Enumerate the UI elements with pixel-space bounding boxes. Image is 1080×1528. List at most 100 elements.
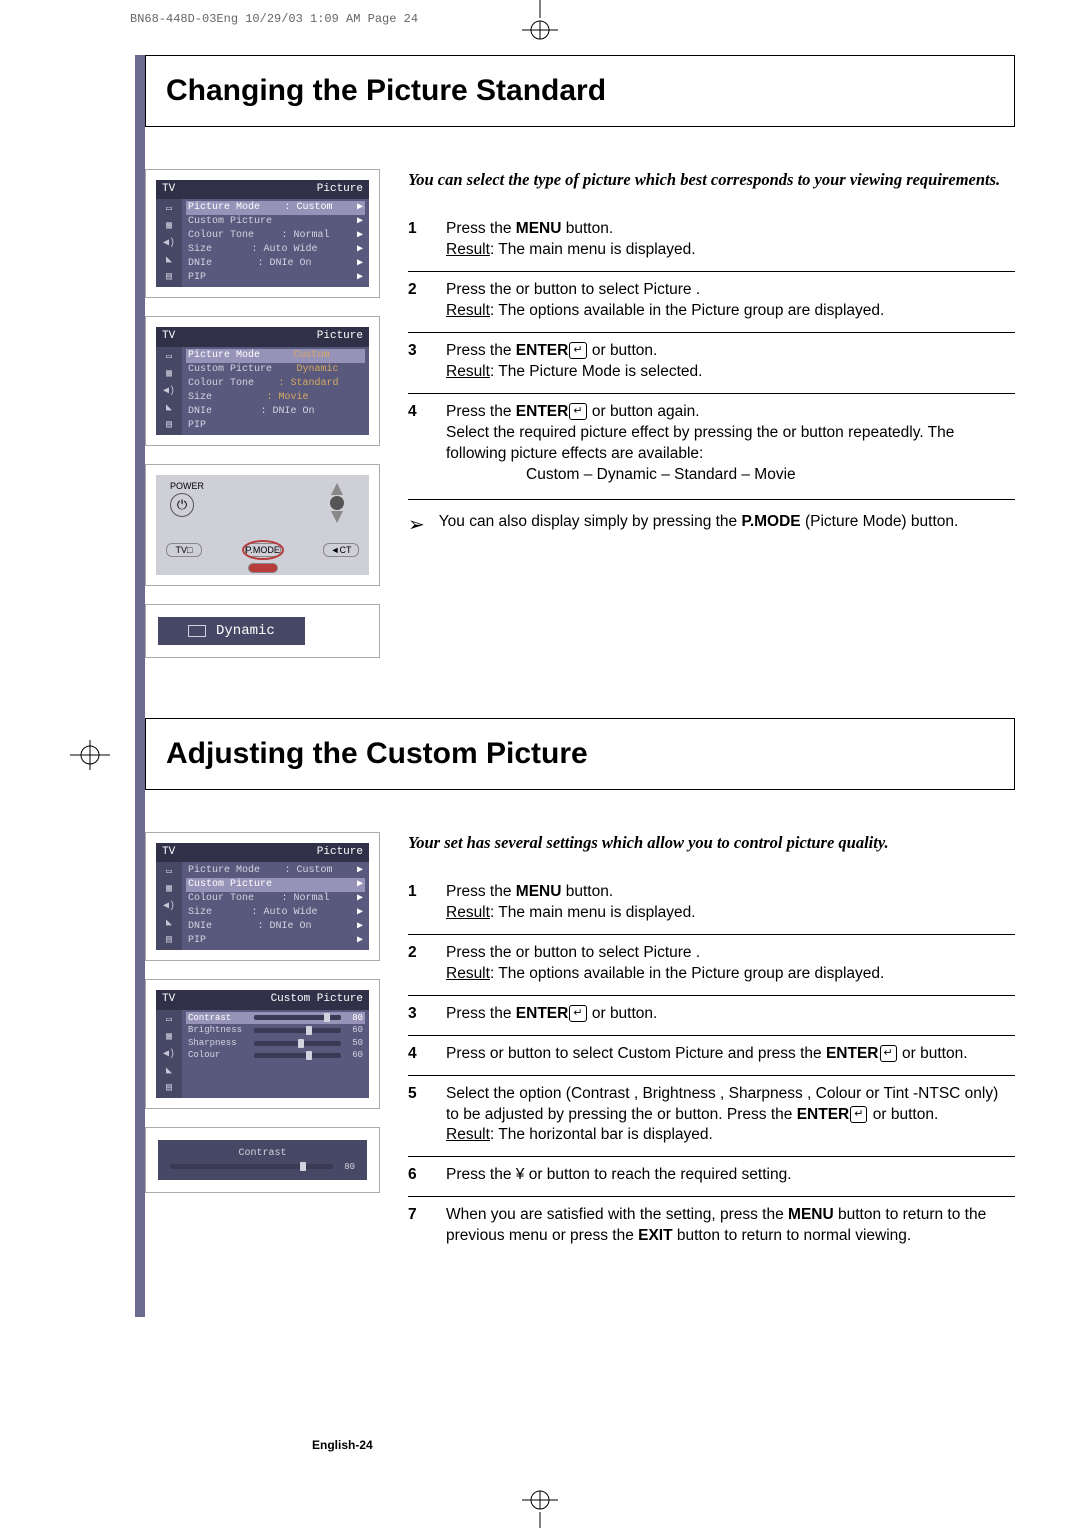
osd-row: Custom PictureDynamic bbox=[186, 363, 365, 377]
step-text: Press the or button to select Picture .R… bbox=[446, 280, 1015, 322]
osd1: TV Picture ▭▦◀)◣▤ Picture Mode: Custom▶C… bbox=[145, 169, 380, 298]
dynamic-indicator: Dynamic bbox=[145, 604, 380, 658]
contrast-val: 80 bbox=[337, 1162, 355, 1172]
step-number: 5 bbox=[408, 1084, 428, 1147]
step-text: Press the MENU button.Result: The main m… bbox=[446, 882, 1015, 924]
osd-row: Size: Movie bbox=[186, 391, 365, 405]
slider-row: Contrast80 bbox=[186, 1012, 365, 1025]
section1-title: Changing the Picture Standard bbox=[166, 74, 994, 108]
section1-title-box: Changing the Picture Standard bbox=[145, 55, 1015, 127]
step-number: 2 bbox=[408, 943, 428, 985]
enter-icon: ↵ bbox=[880, 1045, 897, 1062]
contrast-label: Contrast bbox=[170, 1148, 355, 1159]
osd2: TV Picture ▭▦◀)◣▤ Picture ModeCustomCust… bbox=[145, 316, 380, 445]
doc-meta: BN68-448D-03Eng 10/29/03 1:09 AM Page 24 bbox=[130, 12, 418, 26]
section2-title-box: Adjusting the Custom Picture bbox=[145, 718, 1015, 790]
osd-row: Custom Picture▶ bbox=[186, 878, 365, 892]
osd-row: Colour Tone: Standard bbox=[186, 377, 365, 391]
step-text: Press the ¥ or button to reach the requi… bbox=[446, 1165, 1015, 1186]
step: 1 Press the MENU button.Result: The main … bbox=[408, 211, 1015, 272]
osd-row: Size: Auto Wide▶ bbox=[186, 906, 365, 920]
step-number: 2 bbox=[408, 280, 428, 322]
step: 3 Press the ENTER↵ or button. bbox=[408, 996, 1015, 1036]
slider-row: Sharpness50 bbox=[186, 1037, 365, 1050]
remote-btn-tv: TV□ bbox=[166, 543, 202, 557]
section2-intro: Your set has several settings which allo… bbox=[408, 832, 1015, 854]
note-bold: P.MODE bbox=[741, 513, 800, 530]
step-text: When you are satisfied with the setting,… bbox=[446, 1205, 1015, 1247]
step: 5 Select the option (Contrast , Brightnes… bbox=[408, 1076, 1015, 1158]
osd-row: DNIe: DNIe On bbox=[186, 405, 365, 419]
osd-icon-strip: ▭▦◀)◣▤ bbox=[156, 199, 182, 287]
step: 4 Press or button to select Custom Pictur… bbox=[408, 1036, 1015, 1076]
power-label: POWER bbox=[170, 481, 204, 491]
step-number: 1 bbox=[408, 219, 428, 261]
dynamic-text: Dynamic bbox=[216, 623, 275, 639]
page-number: English-24 bbox=[312, 1438, 373, 1452]
step: 2 Press the or button to select Picture .… bbox=[408, 272, 1015, 333]
enter-icon: ↵ bbox=[569, 403, 586, 420]
osd-icon-strip: ▭▦◀)◣▤ bbox=[156, 347, 182, 435]
step: 6 Press the ¥ or button to reach the requ… bbox=[408, 1157, 1015, 1197]
note-text: You can also display simply by pressing … bbox=[439, 513, 737, 530]
remote-illustration: POWER ⏻ TV□ P.MODE ◄CT bbox=[145, 464, 380, 586]
note-tail: (Picture Mode) button. bbox=[805, 513, 958, 530]
section2-title: Adjusting the Custom Picture bbox=[166, 737, 994, 771]
remote-red-btn bbox=[248, 563, 278, 573]
osd-row: PIP bbox=[186, 419, 365, 433]
step-number: 3 bbox=[408, 341, 428, 383]
step: 2 Press the or button to select Picture .… bbox=[408, 935, 1015, 996]
step-number: 6 bbox=[408, 1165, 428, 1186]
step-number: 3 bbox=[408, 1004, 428, 1025]
slider-row: Brightness60 bbox=[186, 1024, 365, 1037]
enter-icon: ↵ bbox=[569, 342, 586, 359]
step-text: Press the or button to select Picture .R… bbox=[446, 943, 1015, 985]
enter-icon: ↵ bbox=[569, 1005, 586, 1022]
osd-row: Colour Tone: Normal▶ bbox=[186, 892, 365, 906]
enter-icon: ↵ bbox=[850, 1106, 867, 1123]
step: 4Press the ENTER↵ or button again.Select… bbox=[408, 394, 1015, 496]
step-text: Press the ENTER↵ or button.Result: The P… bbox=[446, 341, 1015, 383]
step-number: 1 bbox=[408, 882, 428, 924]
osd-row: Colour Tone: Normal▶ bbox=[186, 229, 365, 243]
osd-row: DNIe: DNIe On▶ bbox=[186, 920, 365, 934]
step: 3 Press the ENTER↵ or button.Result: The … bbox=[408, 333, 1015, 394]
step-text: Press or button to select Custom Picture… bbox=[446, 1044, 1015, 1065]
step: 7 When you are satisfied with the setting… bbox=[408, 1197, 1015, 1257]
osd-row: Size: Auto Wide▶ bbox=[186, 243, 365, 257]
section1-note: ➢ You can also display simply by pressin… bbox=[408, 499, 1015, 539]
osd-row: Picture ModeCustom bbox=[186, 349, 365, 363]
s2osd2-tr: Custom Picture bbox=[271, 992, 363, 1007]
remote-btn-ct: ◄CT bbox=[323, 543, 359, 557]
s2osd1-tr: Picture bbox=[317, 845, 363, 860]
step: 1 Press the MENU button.Result: The main … bbox=[408, 874, 1015, 935]
power-button-icon: ⏻ bbox=[170, 493, 194, 517]
left-accent-bar bbox=[135, 55, 145, 1317]
osd-row: PIP▶ bbox=[186, 271, 365, 285]
crop-mark-top bbox=[520, 0, 560, 40]
step-text: Select the option (Contrast , Brightness… bbox=[446, 1084, 1015, 1147]
step-number: 4 bbox=[408, 402, 428, 486]
osd-row: DNIe: DNIe On▶ bbox=[186, 257, 365, 271]
osd-row: Custom Picture▶ bbox=[186, 215, 365, 229]
picture-icon bbox=[188, 625, 206, 637]
crop-mark-bottom bbox=[520, 1488, 560, 1528]
osd-icon-strip: ▭▦◀)◣▤ bbox=[156, 862, 182, 950]
osd2-title-left: TV bbox=[162, 329, 175, 344]
section1-intro: You can select the type of picture which… bbox=[408, 169, 1015, 191]
osd-row: Picture Mode: Custom▶ bbox=[186, 201, 365, 215]
osd1-title-right: Picture bbox=[317, 182, 363, 197]
osd2-title-right: Picture bbox=[317, 329, 363, 344]
step-text: Press the ENTER↵ or button again.Select … bbox=[446, 402, 1015, 486]
step-number: 4 bbox=[408, 1044, 428, 1065]
s2osd1-tl: TV bbox=[162, 845, 175, 860]
osd1-title-left: TV bbox=[162, 182, 175, 197]
s2-osd1: TV Picture ▭▦◀)◣▤ Picture Mode: Custom▶C… bbox=[145, 832, 380, 961]
slider-row: Colour60 bbox=[186, 1049, 365, 1062]
step-text: Press the MENU button.Result: The main m… bbox=[446, 219, 1015, 261]
step-text: Press the ENTER↵ or button. bbox=[446, 1004, 1015, 1025]
step-number: 7 bbox=[408, 1205, 428, 1247]
s2-osd2: TV Custom Picture ▭▦◀)◣▤ Contrast80Brigh… bbox=[145, 979, 380, 1108]
osd-row: PIP▶ bbox=[186, 934, 365, 948]
remote-btn-pmode: P.MODE bbox=[245, 543, 281, 557]
